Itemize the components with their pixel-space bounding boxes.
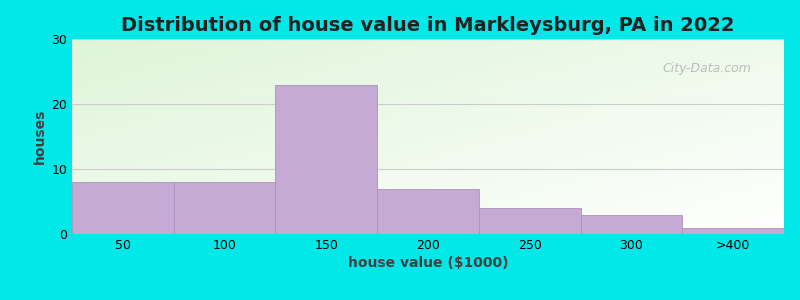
- Bar: [377, 188, 479, 234]
- Y-axis label: houses: houses: [33, 109, 47, 164]
- X-axis label: house value ($1000): house value ($1000): [348, 256, 508, 270]
- Bar: [174, 182, 275, 234]
- Text: City-Data.com: City-Data.com: [663, 62, 752, 75]
- Bar: [581, 214, 682, 234]
- Bar: [275, 85, 377, 234]
- Bar: [479, 208, 581, 234]
- Title: Distribution of house value in Markleysburg, PA in 2022: Distribution of house value in Markleysb…: [122, 16, 734, 35]
- Bar: [682, 227, 784, 234]
- Bar: [72, 182, 174, 234]
